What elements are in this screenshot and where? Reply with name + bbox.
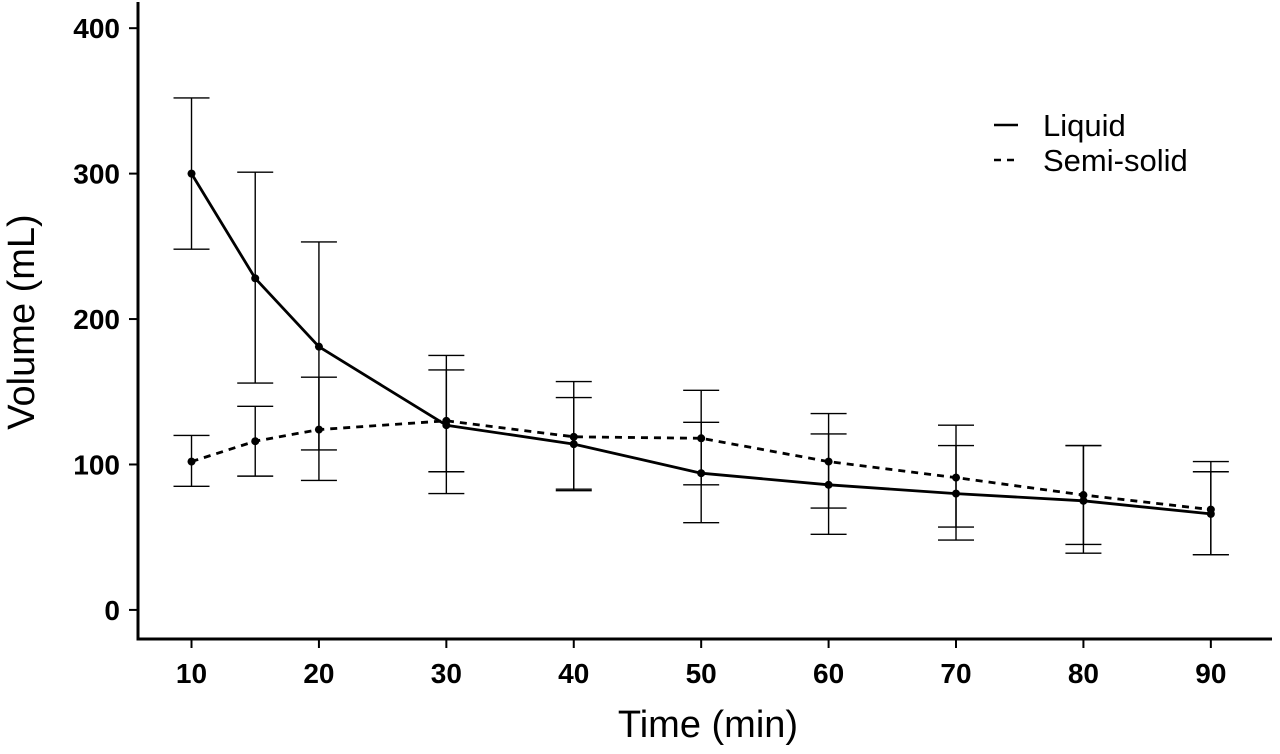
point-liquid xyxy=(824,480,833,489)
point-liquid xyxy=(1079,496,1088,505)
series-line-liquid xyxy=(190,172,1211,516)
legend: Liquid Semi-solid xyxy=(994,108,1188,178)
y-tick-label: 200 xyxy=(73,304,120,335)
point-semi-solid xyxy=(697,434,706,443)
x-tick-label: 90 xyxy=(1195,658,1226,689)
point-liquid xyxy=(187,169,196,178)
legend-label-liquid: Liquid xyxy=(1043,108,1126,143)
legend-label-semi-solid: Semi-solid xyxy=(1043,143,1188,178)
series-lines xyxy=(190,172,1211,516)
point-semi-solid xyxy=(952,473,961,482)
y-axis-title: Volume (mL) xyxy=(1,214,43,429)
point-semi-solid xyxy=(314,425,323,434)
data-points xyxy=(187,169,1215,518)
x-tick-label: 50 xyxy=(686,658,717,689)
x-tick-label: 60 xyxy=(813,658,844,689)
point-liquid xyxy=(697,469,706,478)
point-liquid xyxy=(952,489,961,498)
x-tick-label: 20 xyxy=(303,658,334,689)
point-liquid xyxy=(251,274,260,283)
point-semi-solid xyxy=(824,457,833,466)
point-semi-solid xyxy=(1079,491,1088,500)
point-liquid xyxy=(569,440,578,449)
point-semi-solid xyxy=(1206,505,1215,514)
point-semi-solid xyxy=(251,437,260,446)
point-liquid xyxy=(314,342,323,351)
point-semi-solid xyxy=(442,416,451,425)
x-tick-label: 40 xyxy=(558,658,589,689)
x-tick-label: 30 xyxy=(431,658,462,689)
series-line-semi-solid xyxy=(191,419,1211,511)
point-semi-solid xyxy=(187,457,196,466)
x-tick-label: 10 xyxy=(176,658,207,689)
y-tick-label: 100 xyxy=(73,449,120,480)
y-tick-label: 400 xyxy=(73,13,120,44)
point-semi-solid xyxy=(569,432,578,441)
axes xyxy=(136,2,1272,641)
y-tick-label: 0 xyxy=(104,595,120,626)
x-axis-title: Time (min) xyxy=(618,704,798,746)
ticks: 10 20 30 40 50 60 70 80 90 0 100 200 300 400 xyxy=(73,13,1226,689)
y-tick-label: 300 xyxy=(73,159,120,190)
x-tick-label: 70 xyxy=(940,658,971,689)
x-tick-label: 80 xyxy=(1068,658,1099,689)
